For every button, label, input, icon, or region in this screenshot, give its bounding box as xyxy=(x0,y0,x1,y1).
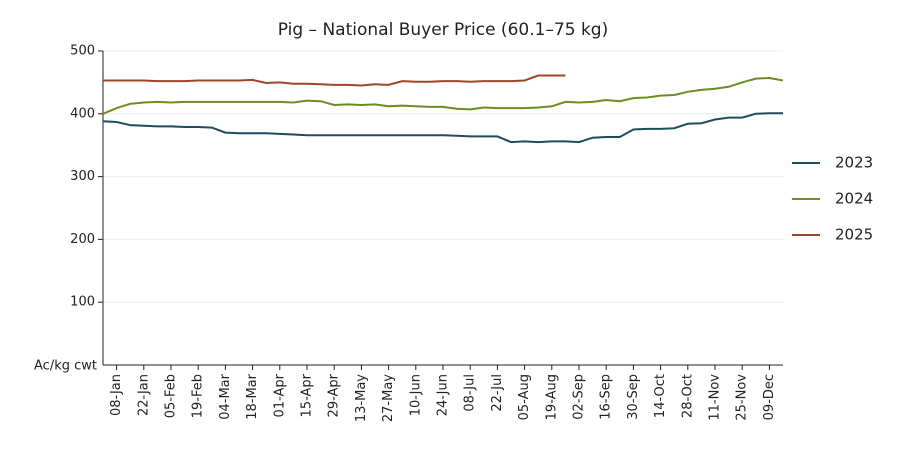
y-tick-label: 100 xyxy=(70,295,95,310)
x-tick-label: 25-Nov xyxy=(735,374,750,421)
x-tick-label: 05-Feb xyxy=(164,374,179,418)
y-axis-label: Ac/kg cwt xyxy=(34,359,97,374)
x-tick-label: 05-Aug xyxy=(517,374,532,420)
legend-label: 2024 xyxy=(835,190,873,208)
x-tick-label: 14-Oct xyxy=(653,374,668,418)
series-line xyxy=(103,74,566,87)
x-tick-label: 27-May xyxy=(381,374,396,422)
y-tick-label: 400 xyxy=(70,106,95,121)
chart-title: Pig – National Buyer Price (60.1–75 kg) xyxy=(278,20,608,40)
x-tick-label: 22-Jan xyxy=(136,374,151,416)
x-tick-label: 10-Jun xyxy=(408,374,423,416)
series-line xyxy=(102,76,784,115)
x-tick-label: 01-Apr xyxy=(272,373,287,417)
y-tick-label: 300 xyxy=(70,169,95,184)
legend-label: 2023 xyxy=(835,154,873,172)
x-tick-label: 29-Apr xyxy=(327,373,342,417)
x-tick-label: 02-Sep xyxy=(572,374,587,420)
x-tick-label: 18-Mar xyxy=(245,373,260,419)
x-tick-label: 16-Sep xyxy=(599,374,614,420)
x-tick-label: 04-Mar xyxy=(218,373,233,419)
x-tick-label: 30-Sep xyxy=(626,374,641,420)
x-tick-label: 15-Apr xyxy=(300,373,315,417)
y-tick-label: 500 xyxy=(70,44,95,59)
x-tick-label: 09-Dec xyxy=(762,374,777,420)
x-tick-label: 19-Aug xyxy=(544,374,559,420)
x-tick-label: 19-Feb xyxy=(191,374,206,418)
legend-label: 2025 xyxy=(835,226,873,244)
x-tick-label: 11-Nov xyxy=(708,374,723,421)
series-line xyxy=(102,112,783,144)
x-tick-label: 24-Jun xyxy=(436,374,451,416)
x-tick-label: 22-Jul xyxy=(490,374,505,412)
x-tick-label: 08-Jul xyxy=(463,374,478,412)
x-tick-label: 08-Jan xyxy=(109,374,124,416)
y-tick-label: 200 xyxy=(70,232,95,247)
x-tick-label: 13-May xyxy=(354,374,369,422)
x-tick-label: 28-Oct xyxy=(680,374,695,418)
